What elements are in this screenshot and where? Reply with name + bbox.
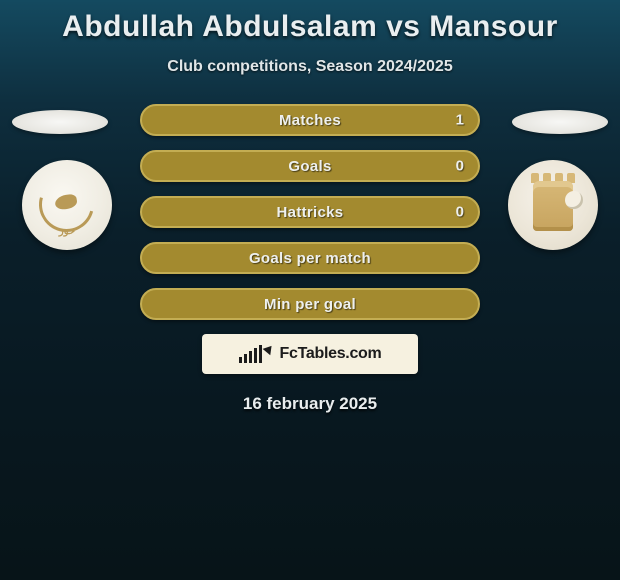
stat-right-value: 1 bbox=[456, 112, 464, 129]
snapshot-date: 16 february 2025 bbox=[0, 394, 620, 414]
player-placeholder-left bbox=[12, 110, 108, 134]
bars-icon bbox=[239, 345, 262, 363]
stat-label: Matches bbox=[279, 112, 341, 129]
stat-label: Hattricks bbox=[277, 204, 344, 221]
stat-label: Goals per match bbox=[249, 250, 371, 267]
stat-row-goals: Goals 0 bbox=[140, 150, 480, 182]
stats-list: Matches 1 Goals 0 Hattricks 0 Goals per … bbox=[140, 104, 480, 320]
page-subtitle: Club competitions, Season 2024/2025 bbox=[0, 58, 620, 76]
team-logo-left: خور bbox=[22, 160, 112, 250]
player-placeholder-right bbox=[512, 110, 608, 134]
stat-label: Goals bbox=[288, 158, 331, 175]
crest-left-script: خور bbox=[37, 226, 97, 237]
stat-row-min-per-goal: Min per goal bbox=[140, 288, 480, 320]
stat-row-matches: Matches 1 bbox=[140, 104, 480, 136]
stat-row-hattricks: Hattricks 0 bbox=[140, 196, 480, 228]
crest-right-icon bbox=[525, 173, 581, 237]
stat-row-goals-per-match: Goals per match bbox=[140, 242, 480, 274]
stat-label: Min per goal bbox=[264, 296, 356, 313]
team-logo-right bbox=[508, 160, 598, 250]
source-badge: FcTables.com bbox=[202, 334, 418, 374]
stat-right-value: 0 bbox=[456, 204, 464, 221]
arrow-up-icon bbox=[262, 343, 275, 356]
page-title: Abdullah Abdulsalam vs Mansour bbox=[0, 0, 620, 44]
crest-left-icon: خور bbox=[37, 175, 97, 235]
comparison-panel: خور Matches 1 Goals 0 Hattricks 0 Goals … bbox=[0, 104, 620, 414]
stat-right-value: 0 bbox=[456, 158, 464, 175]
source-brand: FcTables.com bbox=[280, 345, 382, 363]
